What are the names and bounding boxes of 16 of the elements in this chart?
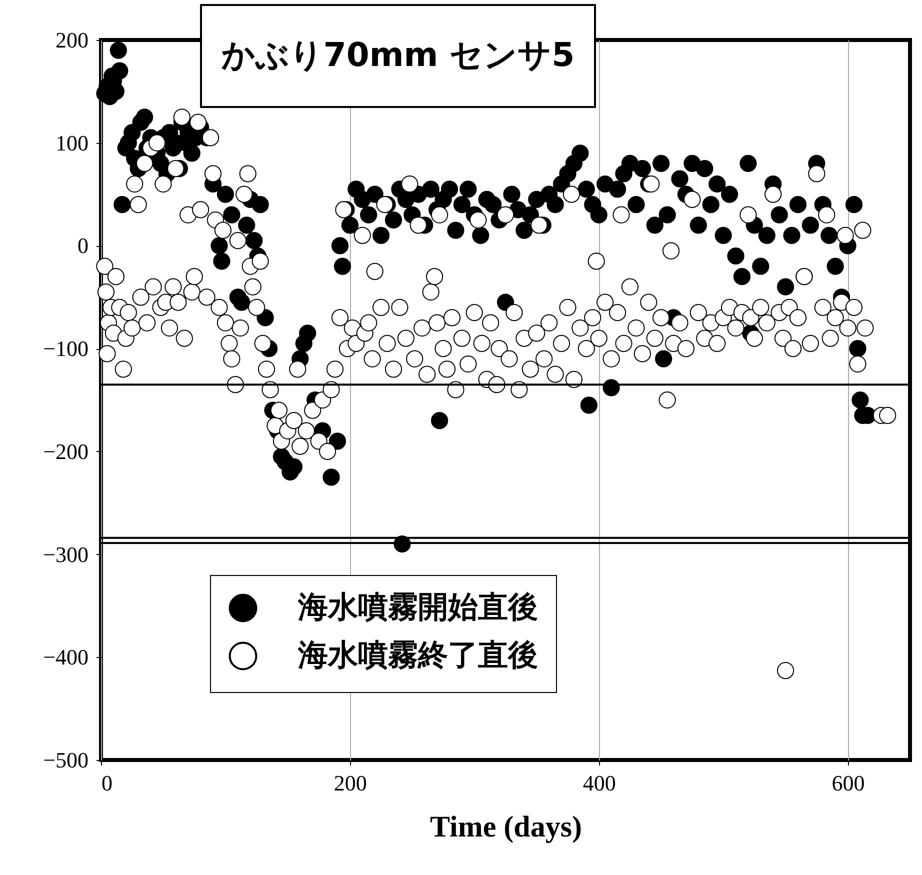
- y-tick-label: 100: [56, 130, 88, 156]
- y-tick-label: −400: [43, 644, 88, 670]
- legend-label: 海水噴霧開始直後: [297, 590, 538, 625]
- x-tick-label: 0: [102, 770, 112, 796]
- y-tick-label: −500: [43, 748, 88, 772]
- y-tick-label: 200: [56, 28, 88, 52]
- x-tick-label: 400: [582, 770, 616, 796]
- legend-label: 海水噴霧終了直後: [297, 638, 538, 673]
- y-tick-label: −200: [43, 438, 88, 464]
- x-tick-label: 600: [832, 770, 865, 796]
- y-tick-label: −300: [43, 542, 88, 567]
- x-tick-label: 200: [334, 770, 367, 796]
- y-tick-label: −100: [43, 336, 88, 362]
- y-tick-label: 0: [78, 233, 88, 258]
- chart-title: かぶり70mm センサ5: [220, 35, 575, 74]
- x-axis-title: Time (days): [430, 810, 582, 844]
